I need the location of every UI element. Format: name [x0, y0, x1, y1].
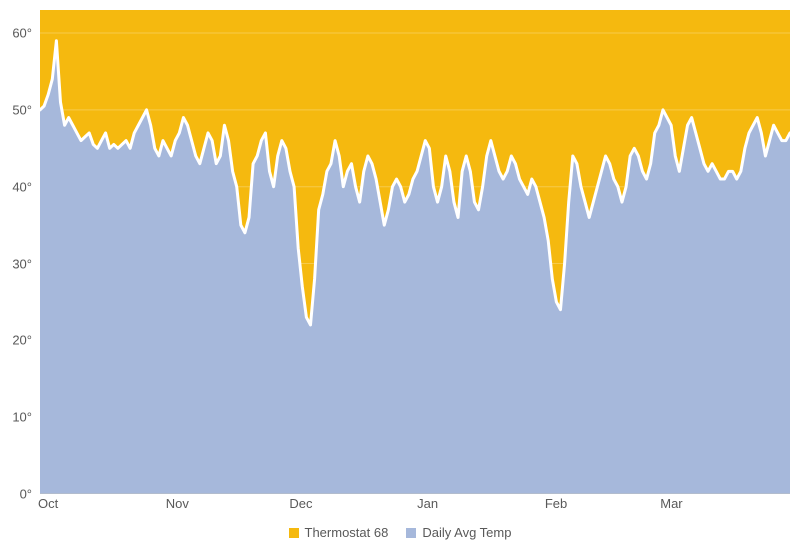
- y-tick-label: 30°: [12, 256, 32, 271]
- legend-item-thermostat: Thermostat 68: [289, 525, 389, 540]
- x-tick-label: Feb: [545, 496, 567, 511]
- legend-label-thermostat: Thermostat 68: [305, 525, 389, 540]
- legend-swatch-avgtemp: [406, 528, 416, 538]
- y-tick-label: 50°: [12, 102, 32, 117]
- y-tick-label: 40°: [12, 179, 32, 194]
- legend-swatch-thermostat: [289, 528, 299, 538]
- legend: Thermostat 68 Daily Avg Temp: [0, 525, 800, 540]
- x-tick-label: Dec: [289, 496, 312, 511]
- x-tick-label: Nov: [166, 496, 189, 511]
- temperature-area-chart: 0°10°20°30°40°50°60° OctNovDecJanFebMar …: [0, 0, 800, 544]
- y-tick-label: 10°: [12, 410, 32, 425]
- y-tick-label: 0°: [20, 487, 32, 502]
- chart-svg: [40, 10, 790, 494]
- y-axis: 0°10°20°30°40°50°60°: [0, 10, 40, 494]
- x-axis: Oct Nov Dec Jan Feb Mar: [40, 496, 790, 516]
- x-tick-label: Oct: [38, 496, 58, 511]
- x-tick-label: Mar: [660, 496, 682, 511]
- plot-area: [40, 10, 790, 494]
- legend-label-avgtemp: Daily Avg Temp: [422, 525, 511, 540]
- y-tick-label: 20°: [12, 333, 32, 348]
- legend-item-avgtemp: Daily Avg Temp: [406, 525, 511, 540]
- x-tick-label: Jan: [417, 496, 438, 511]
- y-tick-label: 60°: [12, 26, 32, 41]
